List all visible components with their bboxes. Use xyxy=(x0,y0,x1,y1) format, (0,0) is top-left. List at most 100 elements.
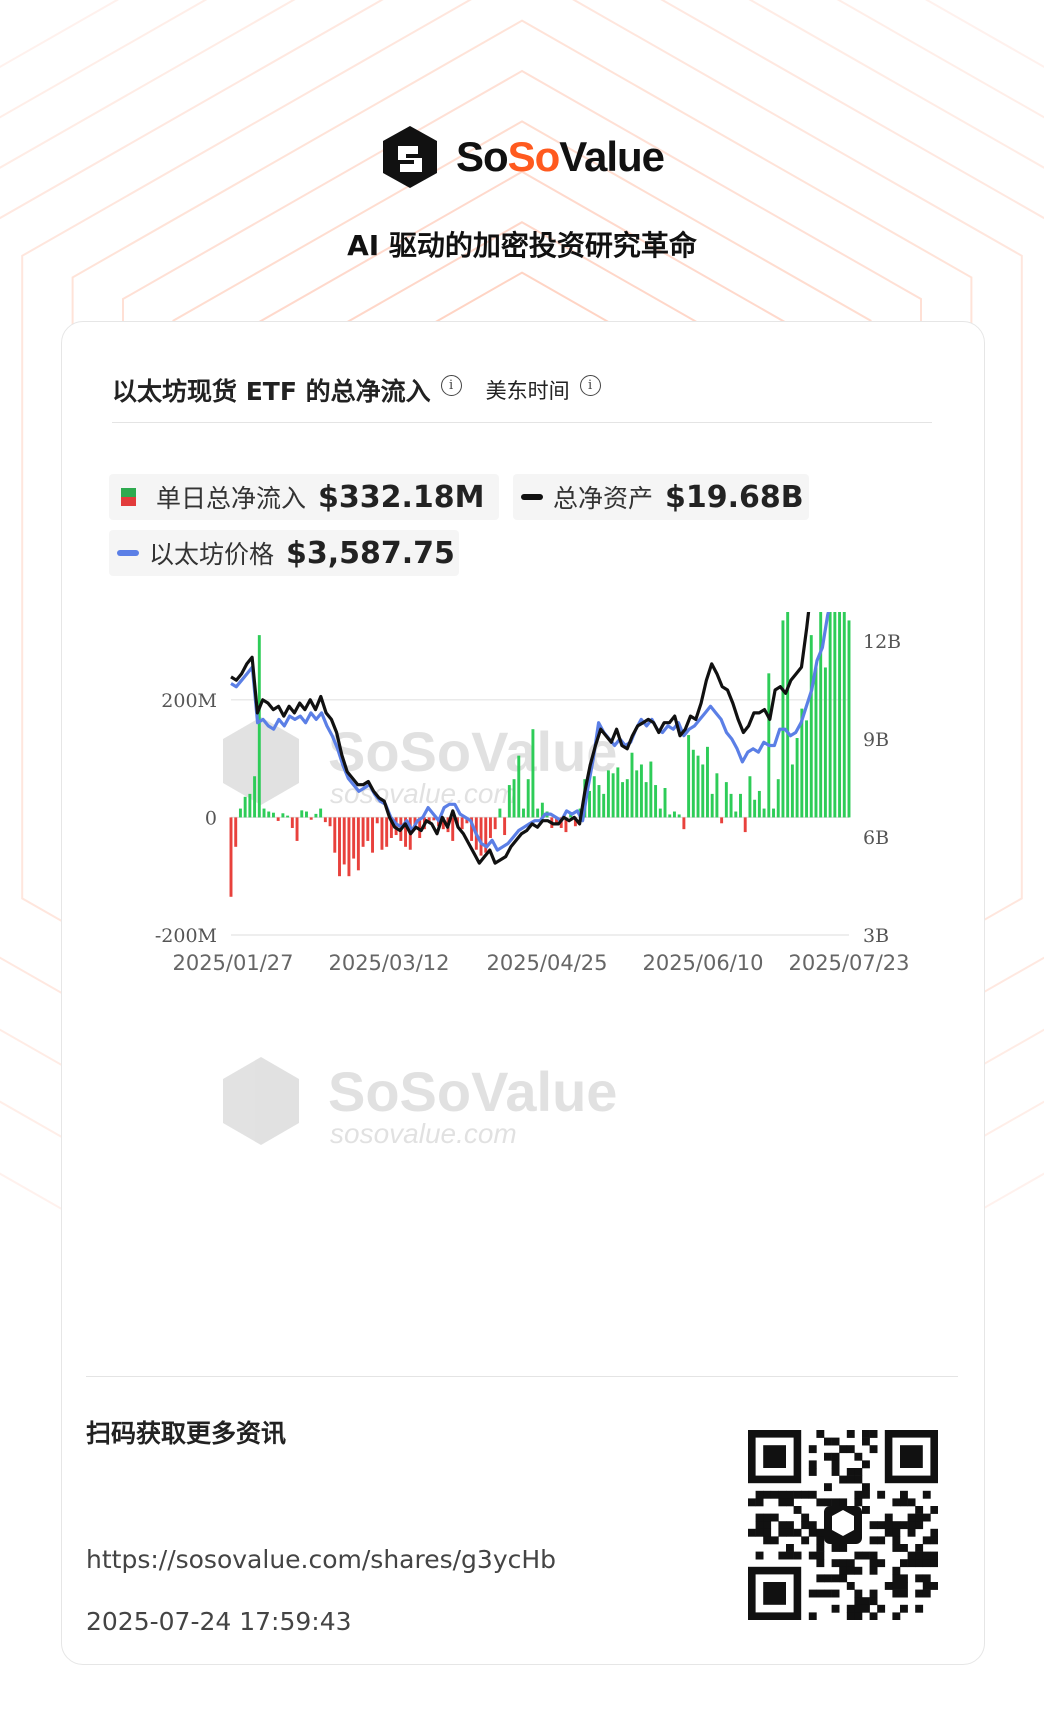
inflow-bar xyxy=(319,808,323,818)
qr-module xyxy=(862,1506,870,1514)
chart-svg: SoSoValuesosovalue.comSoSoValuesosovalue… xyxy=(155,612,910,1149)
inflow-bar xyxy=(323,817,327,823)
inflow-bar xyxy=(526,779,530,818)
qr-module xyxy=(846,1559,855,1568)
qr-module xyxy=(778,1551,787,1560)
inflow-bar xyxy=(800,708,804,818)
inflow-bar xyxy=(691,749,695,818)
inflow-bar xyxy=(616,767,620,818)
brand-name: SoSoValue xyxy=(455,133,665,180)
legend-label: 以太坊价格 xyxy=(149,540,275,569)
inflow-bar xyxy=(790,764,794,818)
qr-module xyxy=(892,1544,901,1552)
qr-module xyxy=(900,1604,908,1613)
qr-module xyxy=(763,1513,772,1522)
chart-lines xyxy=(230,612,831,865)
qr-module xyxy=(854,1490,863,1499)
y-right-tick-label: 9B xyxy=(863,729,889,751)
qr-module xyxy=(915,1574,924,1583)
inflow-bar xyxy=(253,776,257,818)
qr-module xyxy=(862,1430,870,1438)
y-left-tick-label: 0 xyxy=(205,807,217,829)
qr-module xyxy=(862,1597,870,1606)
chart-axes: 800M600M400M200M0-200M21B18B15B12B9B6B3B… xyxy=(155,631,910,975)
qr-module xyxy=(801,1490,810,1499)
qr-module xyxy=(922,1582,931,1590)
qr-module xyxy=(786,1521,794,1530)
inflow-bar xyxy=(238,808,242,818)
inflow-bar xyxy=(639,764,643,818)
inflow-bar xyxy=(729,793,733,818)
legend-daily-inflow[interactable]: 单日总净流入 $332.18M xyxy=(109,474,499,520)
inflow-bar xyxy=(432,817,436,821)
info-icon[interactable]: i xyxy=(440,374,462,396)
qr-module xyxy=(808,1468,817,1476)
inflow-bar xyxy=(621,782,625,818)
qr-module xyxy=(801,1513,810,1522)
qr-module xyxy=(907,1521,916,1530)
share-url[interactable]: https://sosovalue.com/shares/g3ycHb xyxy=(86,1545,557,1574)
qr-module xyxy=(915,1513,924,1522)
inflow-bar xyxy=(536,808,540,818)
qr-module xyxy=(808,1521,817,1530)
legend-total-assets[interactable]: 总净资产 $19.68B xyxy=(513,474,809,520)
inflow-bar xyxy=(380,817,384,850)
qr-module xyxy=(824,1483,832,1492)
qr-module xyxy=(892,1582,901,1590)
inflow-bar xyxy=(470,817,474,841)
inflow-bar xyxy=(352,817,356,859)
qr-module xyxy=(900,1498,908,1507)
inflow-bar xyxy=(389,817,393,838)
inflow-bar xyxy=(498,808,502,818)
qr-module xyxy=(930,1536,938,1545)
qr-module xyxy=(900,1574,908,1583)
legend-eth-price[interactable]: 以太坊价格 $3,587.75 xyxy=(109,530,459,576)
inflow-bar xyxy=(257,635,261,818)
qr-module xyxy=(854,1475,863,1484)
inflow-bar xyxy=(276,817,280,821)
qr-module xyxy=(892,1498,901,1507)
inflow-bar xyxy=(597,785,601,818)
qr-module xyxy=(922,1551,931,1560)
qr-module xyxy=(862,1483,870,1492)
brand-logo: SoSoValue xyxy=(0,120,1044,194)
chart-card: 以太坊现货 ETF 的总净流入 i 美东时间 i 单日总净流入 $332.18M… xyxy=(61,321,985,1665)
inflow-bar xyxy=(772,808,775,818)
qr-module xyxy=(900,1544,908,1552)
inflow-bar xyxy=(342,817,346,865)
inflow-bar xyxy=(696,755,700,818)
timezone-label: 美东时间 xyxy=(485,379,570,403)
inflow-bar xyxy=(451,817,455,841)
inflow-bar xyxy=(630,752,634,818)
watermark-domain: sosovalue.com xyxy=(330,1118,517,1149)
qr-module xyxy=(869,1551,878,1560)
qr-module xyxy=(869,1521,878,1530)
inflow-bar xyxy=(757,790,761,818)
inflow-bar xyxy=(427,817,431,824)
qr-module xyxy=(877,1604,886,1613)
qr-module xyxy=(907,1559,916,1568)
qr-module xyxy=(839,1498,848,1507)
timezone-info-icon[interactable]: i xyxy=(579,374,601,396)
qr-module xyxy=(854,1604,863,1613)
inflow-bar xyxy=(706,746,709,818)
qr-module xyxy=(831,1437,840,1446)
inflow-bar xyxy=(356,817,360,871)
x-tick-label: 2025/04/25 xyxy=(486,951,607,975)
qr-module xyxy=(808,1460,817,1469)
qr-module xyxy=(854,1452,863,1461)
qr-module xyxy=(915,1604,924,1613)
inflow-bar xyxy=(338,817,341,877)
qr-module xyxy=(922,1490,931,1499)
qr-module xyxy=(816,1589,825,1598)
inflow-bar xyxy=(503,817,507,836)
qr-code[interactable] xyxy=(748,1430,938,1620)
qr-module xyxy=(930,1551,938,1560)
inflow-bar xyxy=(234,817,238,847)
total-assets-line xyxy=(230,612,811,865)
legend-value: $332.18M xyxy=(318,479,485,515)
inflow-bar xyxy=(734,811,738,818)
qr-module xyxy=(869,1445,878,1454)
qr-module xyxy=(839,1574,848,1583)
